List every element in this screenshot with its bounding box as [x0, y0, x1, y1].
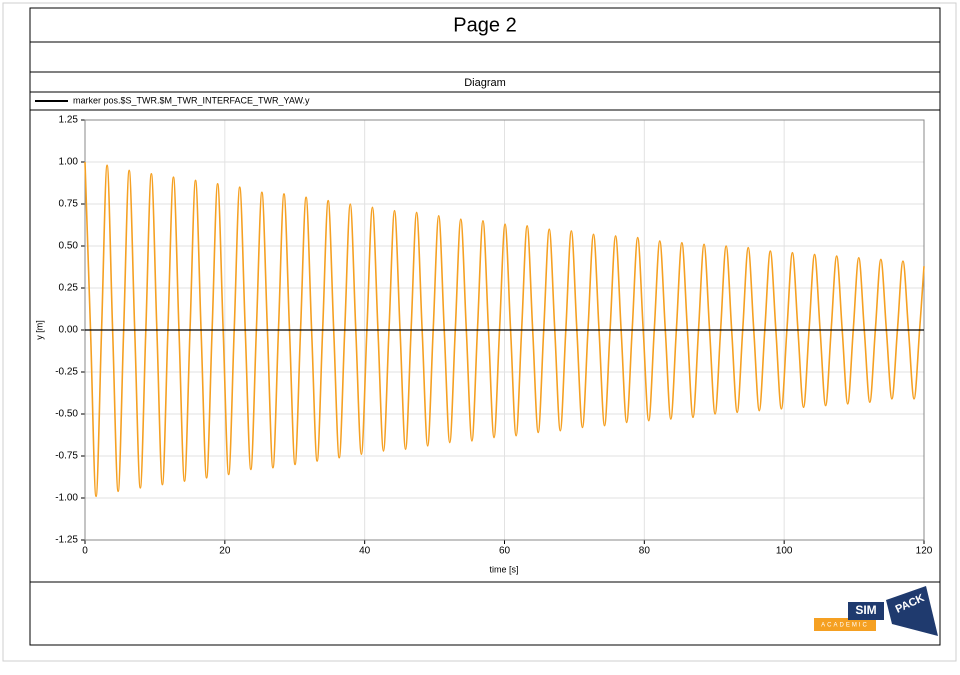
logo-sim-box — [848, 602, 884, 620]
x-tick-label: 120 — [916, 546, 933, 557]
x-tick-label: 80 — [639, 546, 651, 557]
y-tick-label: -0.25 — [55, 367, 78, 378]
y-tick-label: 0.25 — [59, 283, 79, 294]
x-tick-label: 0 — [82, 546, 88, 557]
x-tick-label: 40 — [359, 546, 371, 557]
y-tick-label: -1.25 — [55, 535, 78, 546]
legend-label: marker pos.$S_TWR.$M_TWR_INTERFACE_TWR_Y… — [73, 95, 310, 105]
y-tick-label: 1.25 — [59, 115, 79, 126]
logo-academic-bar — [814, 618, 876, 631]
logo-academic: ACADEMIC — [821, 623, 869, 629]
y-tick-label: 0.00 — [59, 325, 79, 336]
outer-frame — [2, 2, 957, 662]
diagram-title: Diagram — [464, 77, 506, 89]
x-tick-label: 100 — [776, 546, 793, 557]
x-axis-label: time [s] — [489, 564, 518, 574]
y-tick-label: -1.00 — [55, 493, 78, 504]
x-tick-label: 20 — [219, 546, 231, 557]
page-title: Page 2 — [453, 14, 516, 36]
page-frame — [29, 7, 941, 646]
x-tick-label: 60 — [499, 546, 511, 557]
y-tick-label: 1.00 — [59, 157, 79, 168]
y-tick-label: -0.75 — [55, 451, 78, 462]
logo: ACADEMIC SIM PACK — [814, 586, 938, 636]
y-tick-label: 0.50 — [59, 241, 79, 252]
y-tick-label: 0.75 — [59, 199, 79, 210]
y-tick-label: -0.50 — [55, 409, 78, 420]
logo-pack-shape — [886, 586, 938, 636]
y-axis-label: y [m] — [34, 320, 44, 340]
logo-sim: SIM — [855, 603, 876, 617]
